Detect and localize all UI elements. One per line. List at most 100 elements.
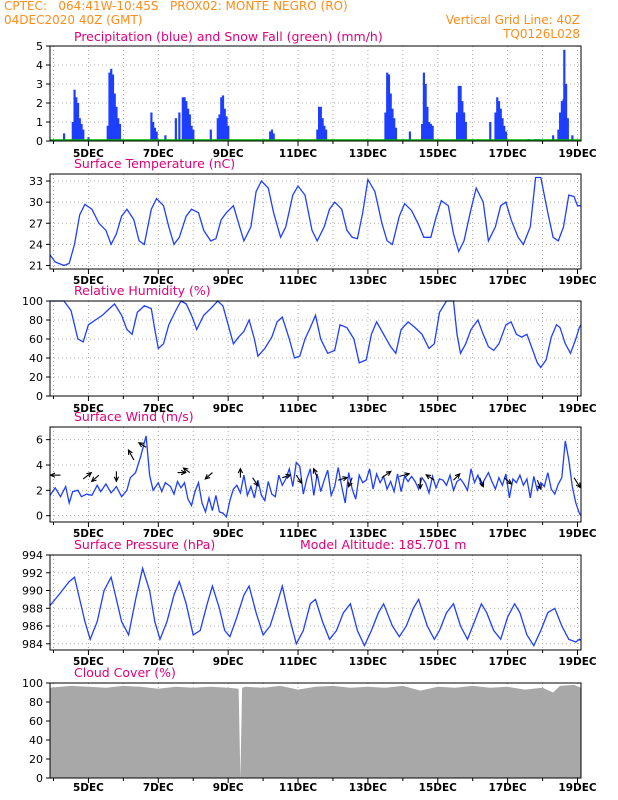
x-tick-label: 7DEC [143,782,174,794]
cloud-cover-area [50,684,581,778]
wind-arrow-shaft [453,473,461,481]
temp-title: Surface Temperature (nC) [74,156,235,171]
wind-frame [49,426,582,523]
precip-bar [389,93,392,141]
precip-bar [408,131,412,141]
x-tick-label: 13DEC [349,148,388,160]
x-tick-label: 11DEC [279,656,318,668]
x-tick-label: 19DEC [558,782,597,794]
precip-bar [552,135,555,141]
precip-bar [269,131,272,141]
precip-bar [118,123,122,141]
precip-bar [73,89,76,141]
precip-bar [178,112,181,141]
x-tick-label: 19DEC [558,275,597,287]
wind-arrow-head [454,473,461,479]
y-tick-label: 24 [29,238,43,251]
precip-bar [218,114,221,141]
y-tick-label: 33 [29,175,43,188]
y-tick-label: 6 [36,434,43,447]
model-altitude-label: Model Altitude: 185.701 m [300,537,466,552]
wind-arrow-head [86,471,93,478]
precip-bar [504,131,508,141]
x-tick-label: 11DEC [279,275,318,287]
wind-arrow-shaft [82,472,92,480]
wind-arrow-head [297,478,303,485]
x-tick-label: 19DEC [558,148,597,160]
wind-arrow-head [347,481,353,488]
precip-bar [457,85,460,141]
cloud-panel: 0 20 40 60 80 100 5DEC 7DEC 9DEC 11DEC 13DEC 15DEC 1… [22,665,597,794]
wind-arrow-head [575,482,581,489]
wind-arrow-head [312,467,318,474]
y-tick-label: 0 [36,772,43,785]
precip-bar [499,108,502,141]
precip-bar [317,106,321,141]
x-tick-label: 17DEC [489,528,528,540]
precip-bar [323,125,326,141]
precip-bar [150,112,153,141]
y-tick-label: 100 [22,295,43,308]
header-model: TQ0126L028 [503,27,580,41]
wind-arrow-shaft [204,472,213,480]
wind-arrow-shaft [183,467,191,474]
wind-arrow-shaft [536,479,542,490]
precip-bar [110,68,113,141]
y-tick-label: 988 [22,602,43,615]
x-tick-label: 11DEC [279,528,318,540]
wind-title: Surface Wind (m/s) [74,409,194,424]
x-tick-label: 17DEC [489,656,528,668]
precip-bar [459,85,462,141]
precip-bar [462,112,466,141]
precip-bar [394,127,398,141]
precip-bar [563,49,566,141]
x-tick-label: 13DEC [349,275,388,287]
x-tick-label: 7DEC [143,403,174,415]
x-tick-label: 5DEC [73,275,104,287]
precip-bar [221,95,225,141]
pressure-title: Surface Pressure (hPa) [74,537,215,552]
precip-bar [75,97,78,141]
x-tick-label: 5DEC [73,782,104,794]
precip-bar [78,118,81,141]
precip-bar [113,93,116,141]
wind-arrow-shaft [399,473,410,477]
y-tick-label: 100 [22,677,43,690]
precip-bar [62,133,66,141]
precip-bar [321,118,324,141]
wind-arrow-shaft [425,474,435,481]
x-tick-label: 15DEC [419,148,458,160]
precip-bar [497,101,501,141]
header-station: CPTEC: 064:41W-10:45S PROX02: MONTE NEGR… [4,0,348,13]
x-tick-label: 13DEC [349,656,388,668]
pressure-panel: 984 986 988 990 992 994 5DEC 7DEC 9DEC 11DEC 13DEC… [22,537,597,668]
precip-bar [393,118,396,141]
wind-arrow-head [137,442,144,448]
cloud-frame [49,682,582,779]
precip-bar [464,122,467,141]
y-tick-label: 20 [29,753,43,766]
precip-bar [155,131,158,141]
precip-bar [421,123,424,141]
precip-bar [153,127,157,141]
precip-bar [429,123,432,141]
x-tick-label: 17DEC [489,275,528,287]
y-tick-label: 30 [29,196,43,209]
pressure-frame [49,554,582,651]
wind-arrow-shaft [573,477,581,488]
precip-bar [557,129,560,141]
x-tick-label: 5DEC [73,148,104,160]
y-tick-label: 0 [36,390,43,403]
wind-arrow-head [417,483,423,490]
precip-bar [316,129,319,141]
wind-arrow-head [479,481,485,488]
wind-arrow-head [536,484,542,491]
x-tick-label: 9DEC [213,782,244,794]
x-tick-label: 19DEC [558,403,597,415]
x-tick-label: 15DEC [419,275,458,287]
precip-frame [49,45,582,142]
x-tick-label: 17DEC [489,403,528,415]
precip-bar [152,122,155,141]
y-tick-label: 994 [22,549,43,562]
